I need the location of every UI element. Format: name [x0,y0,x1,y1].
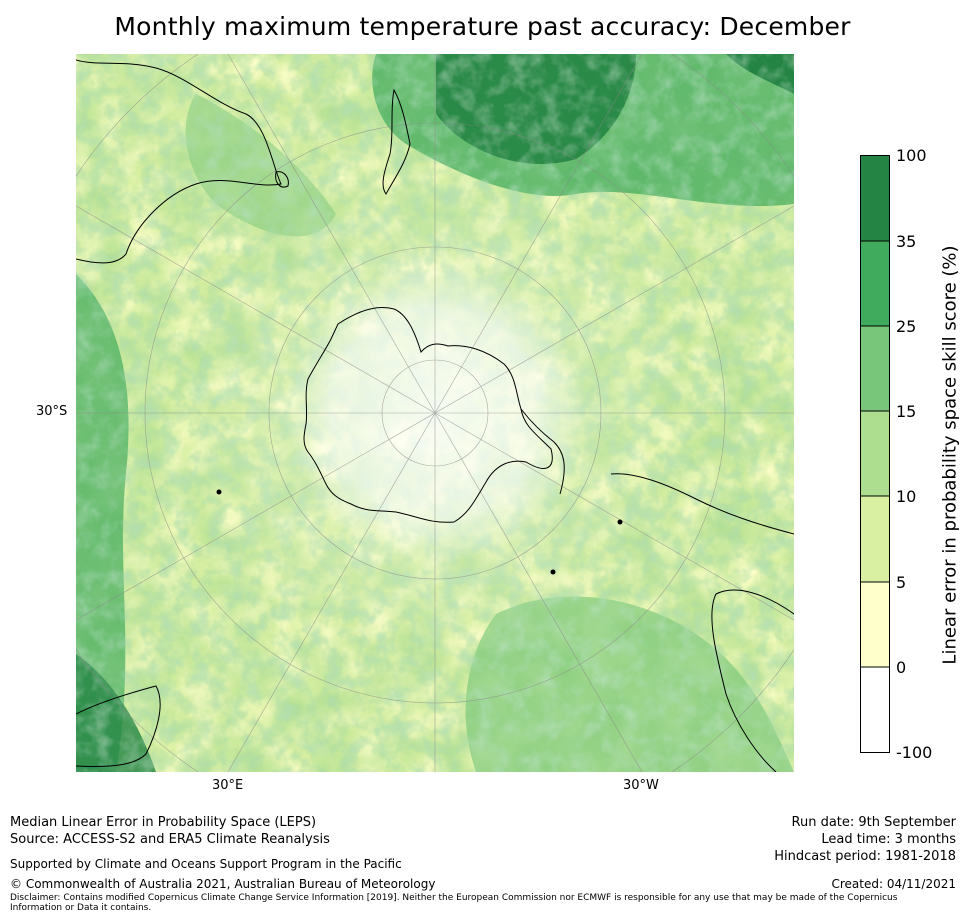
footer-supported: Supported by Climate and Oceans Support … [10,857,402,871]
island-dot [617,519,623,525]
new-zealand-coast [382,88,411,195]
skill-map [76,54,794,772]
colorbar-tick: 15 [896,402,917,421]
colorbar-label: Linear error in probability space skill … [939,245,961,665]
colorbar-bin-25-35 [860,241,890,326]
colorbar-tick: 5 [896,573,907,592]
colorbar-tick: 35 [896,232,917,251]
antarctica-coast [303,307,553,523]
footer-method: Median Linear Error in Probability Space… [10,815,317,830]
island-dot [216,489,222,495]
colorbar [860,155,890,753]
footer-lead-time: Lead time: 3 months [821,832,956,847]
colorbar-tick: 0 [896,658,907,677]
south-america-coast-2 [711,589,794,772]
colorbar-frame [860,155,890,753]
colorbar-bin-5-10 [860,496,890,582]
lon-label-30w: 30°W [623,778,659,793]
island-dot [550,569,556,575]
footer-source: Source: ACCESS-S2 and ERA5 Climate Reana… [10,832,330,847]
footer-hindcast: Hindcast period: 1981-2018 [774,849,956,864]
colorbar-bin-10-15 [860,411,890,496]
colorbar-tick: 100 [896,146,927,165]
colorbar-bin-neg100-0 [860,667,890,753]
colorbar-bin-0-5 [860,582,890,667]
map-panel[interactable] [76,54,794,772]
graticule [76,54,794,772]
lat-label-30s: 30°S [36,404,68,419]
colorbar-bin-35-100 [860,155,890,241]
footer-copyright: © Commonwealth of Australia 2021, Austra… [10,877,436,891]
lon-label-30e: 30°E [212,778,244,793]
footer-created: Created: 04/11/2021 [831,877,956,891]
colorbar-tick: -100 [896,743,933,762]
africa-coast [76,685,161,767]
coastlines [76,59,794,772]
colorbar-svg [860,155,890,753]
colorbar-tick: 25 [896,317,917,336]
footer-run-date: Run date: 9th September [791,815,956,830]
antarctic-peninsula-coast [520,408,565,495]
tasmania-coast [275,171,289,188]
colorbar-bin-15-25 [860,326,890,411]
colorbar-tick: 10 [896,487,917,506]
south-america-coast [610,473,794,535]
australia-coast [76,59,282,264]
footer-disclaimer: Disclaimer: Contains modified Copernicus… [10,893,898,913]
map-title: Monthly maximum temperature past accurac… [114,12,851,41]
